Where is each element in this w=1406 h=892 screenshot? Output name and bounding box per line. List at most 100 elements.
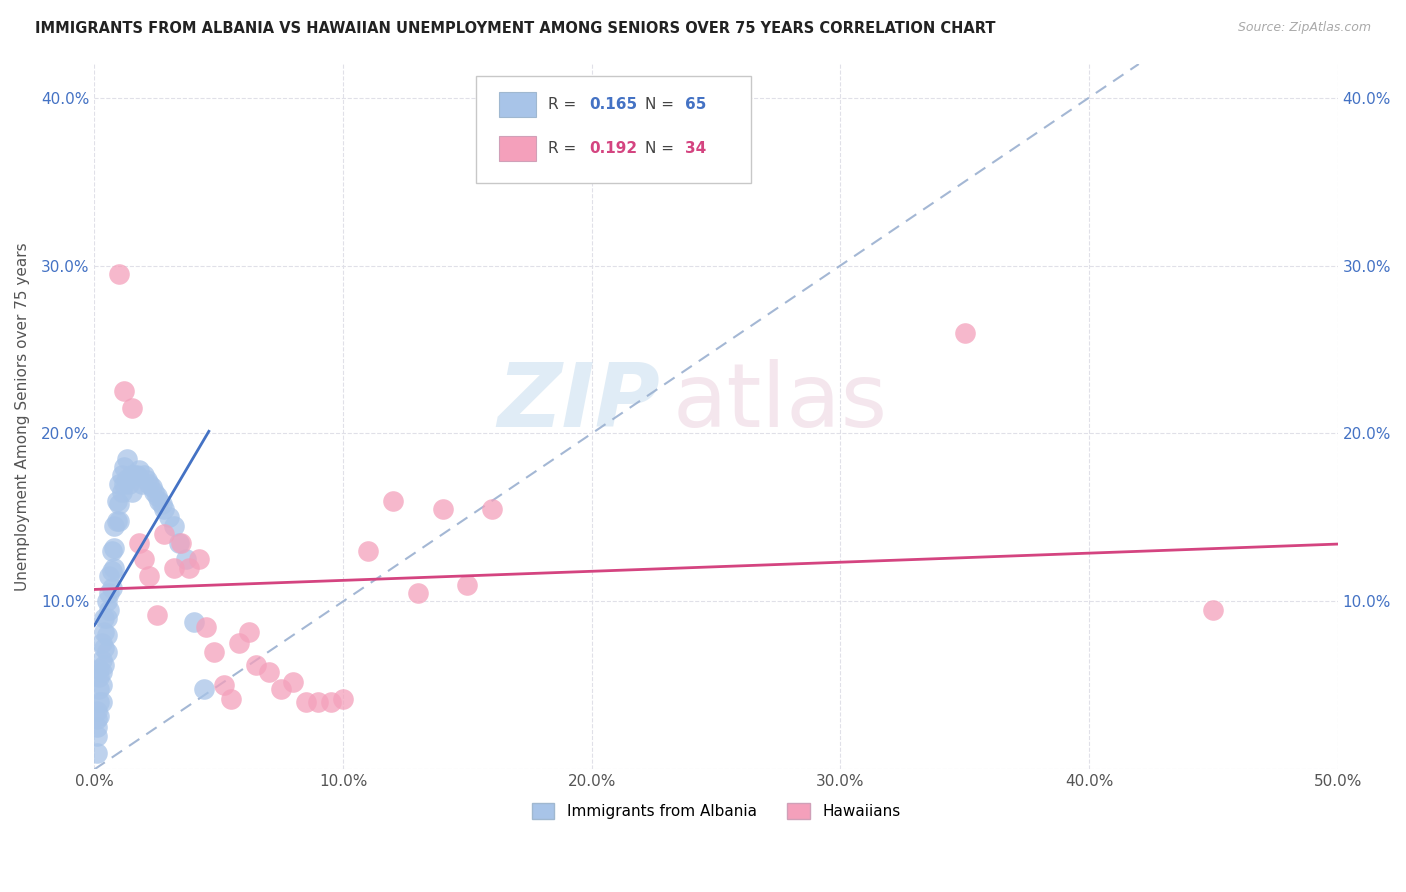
Point bbox=[118, 476, 141, 491]
Point bbox=[295, 695, 318, 709]
Point bbox=[86, 704, 108, 718]
Point bbox=[121, 485, 143, 500]
Point bbox=[128, 463, 150, 477]
FancyBboxPatch shape bbox=[477, 76, 751, 183]
Point bbox=[90, 665, 112, 679]
Point bbox=[108, 497, 131, 511]
Point bbox=[238, 624, 260, 639]
Point bbox=[89, 670, 111, 684]
Point bbox=[163, 518, 186, 533]
Point bbox=[143, 485, 166, 500]
Point bbox=[381, 493, 404, 508]
Point bbox=[103, 541, 125, 555]
Point bbox=[167, 535, 190, 549]
Point bbox=[96, 594, 118, 608]
Text: 65: 65 bbox=[685, 96, 706, 112]
Point bbox=[86, 729, 108, 743]
Point bbox=[170, 535, 193, 549]
Point bbox=[101, 581, 124, 595]
Point bbox=[283, 675, 305, 690]
Point bbox=[953, 326, 976, 340]
Point bbox=[141, 480, 163, 494]
Text: atlas: atlas bbox=[672, 359, 887, 446]
Point bbox=[108, 267, 131, 281]
Point bbox=[86, 720, 108, 734]
Point bbox=[131, 476, 153, 491]
Bar bbox=[499, 136, 536, 161]
Point bbox=[112, 460, 135, 475]
Text: R =: R = bbox=[548, 141, 581, 156]
Point bbox=[93, 658, 115, 673]
Point bbox=[86, 746, 108, 760]
Point bbox=[332, 691, 354, 706]
Point bbox=[90, 636, 112, 650]
Text: 0.192: 0.192 bbox=[589, 141, 637, 156]
Point bbox=[202, 645, 225, 659]
Point bbox=[406, 586, 429, 600]
Point bbox=[98, 603, 121, 617]
Point bbox=[212, 678, 235, 692]
Point bbox=[177, 561, 200, 575]
Point bbox=[245, 658, 267, 673]
Point bbox=[90, 653, 112, 667]
Point bbox=[90, 695, 112, 709]
Point bbox=[108, 514, 131, 528]
Text: 0.165: 0.165 bbox=[589, 96, 637, 112]
Point bbox=[456, 577, 478, 591]
Point bbox=[157, 510, 180, 524]
Point bbox=[105, 493, 128, 508]
Point bbox=[86, 712, 108, 726]
Text: R =: R = bbox=[548, 96, 581, 112]
Point bbox=[153, 527, 176, 541]
Point bbox=[89, 662, 111, 676]
Point bbox=[145, 607, 167, 622]
Point bbox=[96, 645, 118, 659]
Point bbox=[270, 681, 292, 696]
Point bbox=[195, 619, 218, 633]
Point bbox=[89, 708, 111, 723]
Point bbox=[125, 468, 148, 483]
Point bbox=[134, 468, 156, 483]
Point bbox=[148, 493, 170, 508]
Text: IMMIGRANTS FROM ALBANIA VS HAWAIIAN UNEMPLOYMENT AMONG SENIORS OVER 75 YEARS COR: IMMIGRANTS FROM ALBANIA VS HAWAIIAN UNEM… bbox=[35, 21, 995, 36]
Point bbox=[96, 628, 118, 642]
Point bbox=[257, 665, 280, 679]
Point bbox=[176, 552, 198, 566]
Point bbox=[93, 641, 115, 656]
Point bbox=[93, 624, 115, 639]
Point bbox=[121, 468, 143, 483]
Point bbox=[111, 485, 134, 500]
Point bbox=[138, 569, 160, 583]
Text: N =: N = bbox=[645, 96, 679, 112]
Point bbox=[89, 681, 111, 696]
Bar bbox=[499, 92, 536, 117]
Point bbox=[93, 611, 115, 625]
Y-axis label: Unemployment Among Seniors over 75 years: Unemployment Among Seniors over 75 years bbox=[15, 243, 30, 591]
Point bbox=[135, 474, 157, 488]
Point bbox=[108, 476, 131, 491]
Point bbox=[101, 544, 124, 558]
Point bbox=[112, 384, 135, 399]
Point bbox=[319, 695, 342, 709]
Point bbox=[134, 552, 156, 566]
Legend: Immigrants from Albania, Hawaiians: Immigrants from Albania, Hawaiians bbox=[526, 797, 907, 825]
Point bbox=[307, 695, 329, 709]
Point bbox=[101, 564, 124, 578]
Point bbox=[89, 695, 111, 709]
Point bbox=[105, 514, 128, 528]
Point bbox=[357, 544, 380, 558]
Point bbox=[111, 468, 134, 483]
Point bbox=[163, 561, 186, 575]
Point bbox=[112, 476, 135, 491]
Point bbox=[150, 497, 173, 511]
Point bbox=[1202, 603, 1225, 617]
Point bbox=[122, 468, 145, 483]
Point bbox=[187, 552, 209, 566]
Point bbox=[432, 502, 454, 516]
Point bbox=[103, 561, 125, 575]
Point bbox=[481, 502, 503, 516]
Text: Source: ZipAtlas.com: Source: ZipAtlas.com bbox=[1237, 21, 1371, 34]
Point bbox=[98, 569, 121, 583]
Point bbox=[128, 535, 150, 549]
Text: 34: 34 bbox=[685, 141, 706, 156]
